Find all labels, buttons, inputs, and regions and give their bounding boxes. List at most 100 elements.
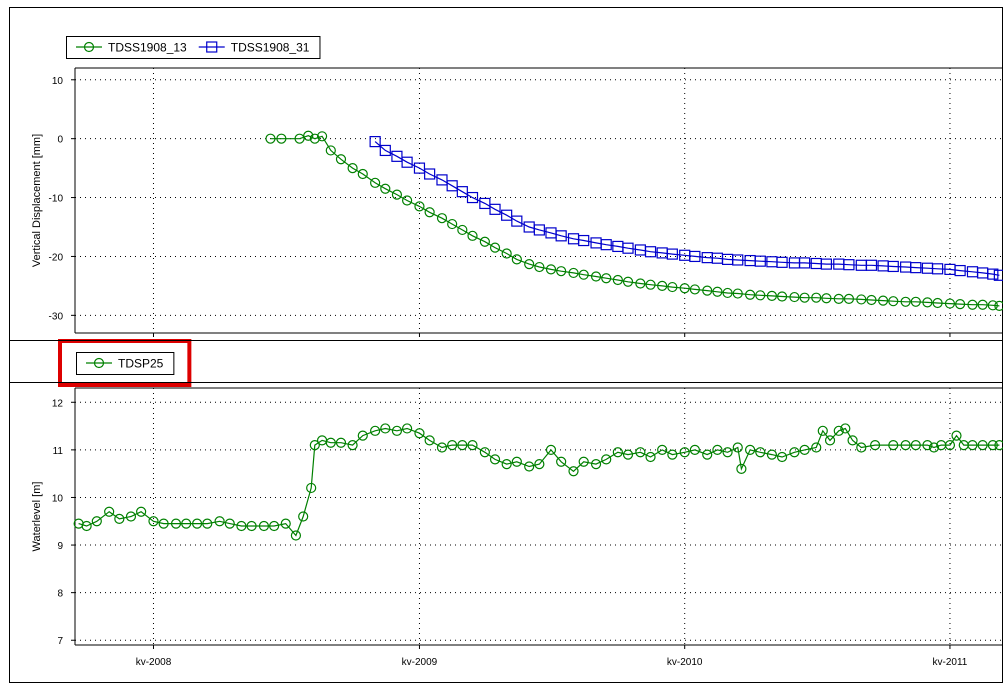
data-point [489, 203, 501, 215]
legend-label: TDSS1908_31 [231, 41, 310, 55]
legend-box [76, 352, 175, 375]
y-tick-label: 10 [52, 76, 64, 87]
data-point [290, 530, 302, 541]
data-point [578, 456, 589, 467]
data-point [501, 248, 512, 259]
data-point [888, 440, 899, 451]
legend-box [66, 36, 321, 59]
data-point [402, 195, 413, 206]
data-point [590, 459, 602, 470]
y-tick-label: 12 [52, 398, 64, 409]
data-point [843, 259, 855, 271]
data-point [447, 440, 458, 451]
data-point [977, 299, 988, 310]
data-point [436, 213, 448, 224]
data-point [457, 440, 468, 451]
data-point [811, 292, 822, 303]
data-point [369, 136, 381, 148]
data-point [712, 286, 723, 297]
data-point [922, 297, 933, 308]
data-point [294, 133, 305, 144]
data-point [910, 296, 921, 307]
data-point [414, 428, 425, 439]
data-point [776, 291, 788, 302]
data-point [276, 133, 287, 144]
data-point [745, 444, 756, 455]
data-point [578, 234, 590, 247]
data-point [114, 513, 125, 524]
data-point [944, 298, 956, 309]
data-point [601, 273, 612, 284]
data-point [125, 511, 137, 522]
data-point [555, 230, 567, 242]
data-point [511, 456, 522, 467]
data-point [612, 274, 623, 286]
data-point [931, 263, 944, 275]
data-point [447, 218, 458, 230]
data-point [821, 293, 832, 304]
data-point [479, 197, 491, 210]
data-point [479, 447, 490, 458]
data-point [754, 255, 766, 267]
data-point [501, 459, 512, 470]
data-point [325, 437, 336, 448]
data-point [732, 254, 744, 266]
y-axis-title: Vertical Displacement [mm] [31, 134, 43, 267]
data-point [424, 168, 436, 180]
data-point [900, 296, 911, 307]
data-point [316, 131, 328, 142]
data-point [246, 520, 257, 532]
data-point [799, 257, 811, 269]
data-point [736, 463, 747, 475]
data-point [202, 518, 213, 529]
data-point [755, 290, 766, 301]
data-point [645, 451, 656, 463]
data-point [214, 516, 225, 527]
data-point [644, 246, 657, 258]
data-point [824, 435, 836, 446]
data-point [590, 271, 602, 282]
data-point [817, 425, 828, 436]
data-point [148, 516, 159, 527]
data-point [866, 294, 877, 306]
data-point [967, 440, 978, 451]
data-point [325, 145, 336, 156]
legend-marker [83, 41, 95, 53]
data-point [987, 440, 998, 451]
data-point [309, 440, 320, 451]
data-point [489, 454, 501, 465]
data-point [679, 447, 690, 458]
data-point [269, 520, 280, 532]
y-tick-label: 7 [57, 636, 63, 647]
data-point [379, 144, 391, 157]
data-point [887, 260, 899, 273]
data-point [870, 440, 881, 451]
data-point [524, 259, 535, 270]
data-point [799, 292, 810, 303]
data-point [380, 183, 391, 194]
data-point [303, 130, 314, 141]
data-point [545, 444, 557, 455]
y-tick-label: -30 [49, 311, 64, 322]
y-axis-title: Waterlevel [m] [31, 482, 43, 552]
data-point [820, 258, 833, 270]
data-point [840, 423, 851, 434]
data-point [722, 447, 733, 458]
data-point [81, 520, 92, 532]
data-point [511, 254, 522, 265]
data-point [702, 449, 713, 460]
data-point [679, 283, 690, 294]
data-point [545, 264, 557, 275]
data-point [865, 259, 878, 271]
data-point [578, 269, 589, 280]
data-point [689, 444, 700, 455]
data-point [335, 437, 347, 448]
data-point [689, 284, 700, 295]
data-point [191, 518, 203, 529]
data-point [309, 133, 320, 144]
data-point [657, 280, 668, 291]
data-point [689, 250, 701, 263]
y-tick-label: 11 [53, 446, 64, 457]
data-point [446, 180, 458, 192]
data-point [722, 287, 733, 299]
